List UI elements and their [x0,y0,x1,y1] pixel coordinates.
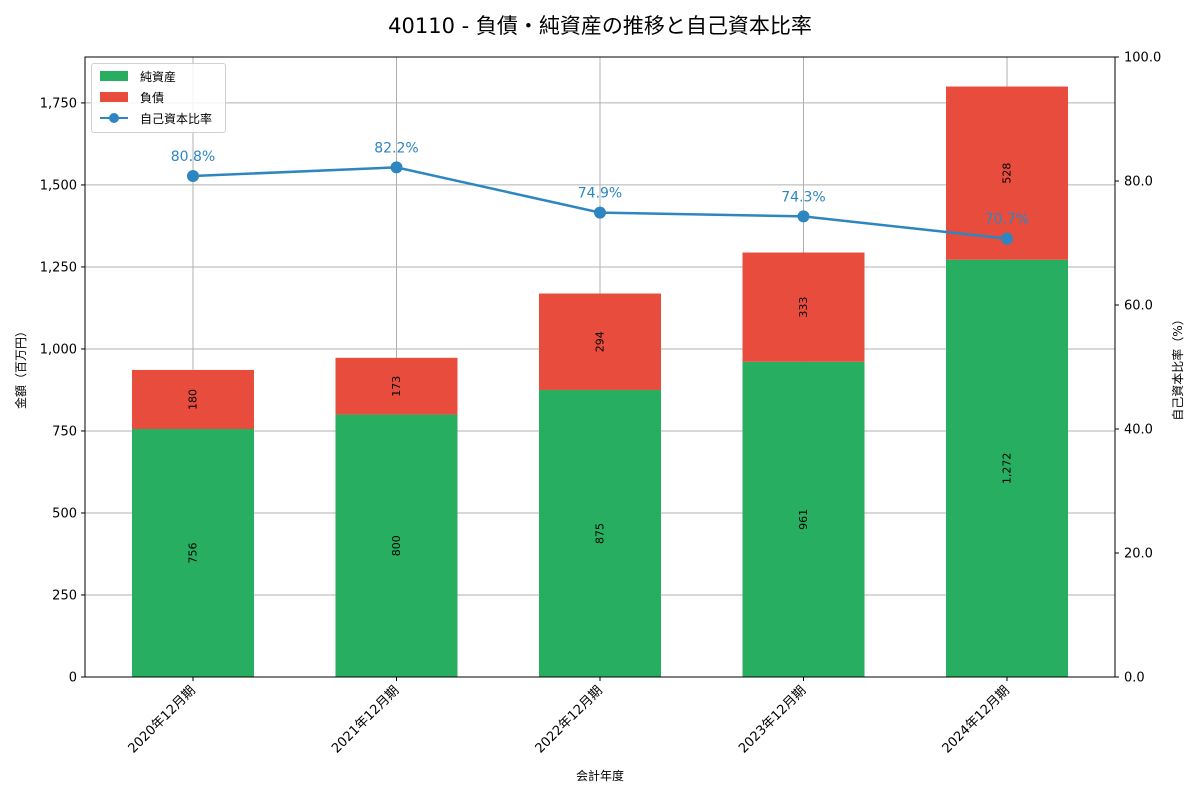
y2-tick-label: 80.0 [1124,175,1153,190]
legend-label: 自己資本比率 [140,111,213,126]
line-marker-icon [100,113,128,123]
y-axis-label: 金額（百万円） [13,325,28,409]
equity-ratio-marker [797,210,810,223]
bar-liabilities [946,86,1068,260]
equity-ratio-label: 70.7% [985,212,1029,228]
y-tick-label: 1,750 [40,96,77,111]
bar-value-label: 528 [1001,163,1014,184]
legend-label: 負債 [140,90,165,105]
legend-item-net-assets: 純資産 [100,66,176,86]
bar-net-assets [132,429,254,677]
y-tick-label: 1,000 [40,342,77,357]
bar-value-label: 294 [594,331,607,352]
y-tick-label: 0 [69,671,77,686]
x-tick-label: 2020年12月期 [126,683,199,756]
net-assets-swatch-icon [100,71,128,81]
bar-value-label: 333 [797,297,810,318]
x-tick-label: 2024年12月期 [940,683,1013,756]
bar-net-assets [742,361,865,677]
x-axis-label: 会計年度 [576,768,624,783]
equity-ratio-label: 74.3% [781,189,825,205]
y-tick-label: 1,250 [40,260,77,275]
y-tick-label: 1,500 [40,178,77,193]
bar-liabilities [132,369,254,429]
y-tick-label: 500 [52,506,77,521]
equity-ratio-marker [1001,232,1013,245]
y2-tick-label: 40.0 [1124,423,1153,438]
y2-tick-label: 0.0 [1124,671,1145,686]
equity-ratio-label: 80.8% [171,149,215,165]
equity-ratio-marker [390,161,403,174]
bar-value-label: 173 [390,376,403,397]
bar-liabilities [335,357,458,415]
y-tick-label: 250 [52,588,77,603]
y2-tick-label: 100.0 [1124,51,1161,66]
bar-value-label: 180 [187,389,200,410]
bar-value-label: 756 [187,543,200,564]
chart-title: 40110 - 負債・純資産の推移と自己資本比率 [388,14,812,38]
equity-ratio-label: 82.2% [374,140,418,156]
bar-liabilities [742,252,865,362]
bar-value-label: 1,272 [1001,453,1014,485]
bar-value-label: 961 [797,509,810,530]
x-tick-label: 2022年12月期 [533,683,606,756]
legend-item-liabilities: 負債 [100,87,164,107]
equity-ratio-marker [187,170,199,183]
y2-axis-label: 自己資本比率（%） [1170,313,1185,420]
liabilities-swatch-icon [100,92,128,102]
equity-ratio-label: 74.9% [578,186,622,202]
x-tick-label: 2023年12月期 [736,683,809,756]
bar-net-assets [946,259,1068,677]
bar-net-assets [335,414,458,677]
bar-value-label: 800 [390,535,403,556]
x-tick-label: 2021年12月期 [329,683,402,756]
legend-item-equity-ratio: 自己資本比率 [100,108,212,128]
y2-tick-label: 60.0 [1124,299,1153,314]
bar-value-label: 875 [594,523,607,544]
equity-ratio-marker [594,206,606,219]
y2-tick-label: 20.0 [1124,547,1153,562]
legend-label: 純資産 [140,69,177,84]
bar-net-assets [539,389,661,677]
bar-liabilities [539,293,661,390]
y-tick-label: 750 [52,424,77,439]
legend: 純資産 負債 自己資本比率 [91,63,226,133]
